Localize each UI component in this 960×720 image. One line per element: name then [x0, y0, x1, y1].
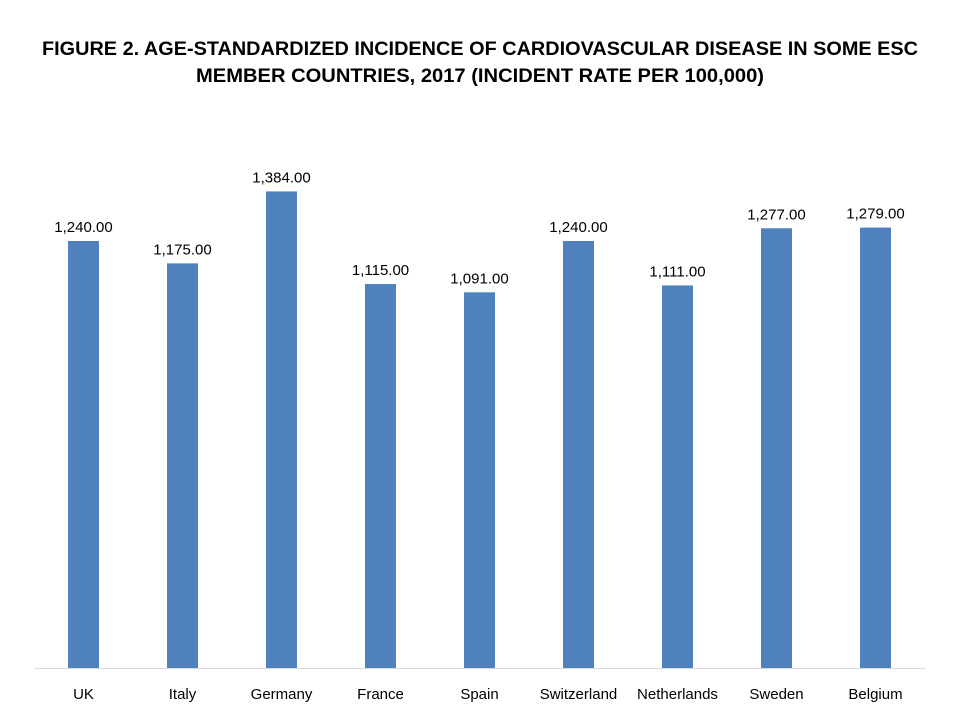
x-tick-label-switzerland: Switzerland — [540, 686, 618, 703]
data-label-belgium: 1,279.00 — [846, 206, 904, 223]
data-label-spain: 1,091.00 — [450, 270, 508, 287]
data-label-uk: 1,240.00 — [54, 219, 112, 236]
data-label-germany: 1,384.00 — [252, 169, 310, 186]
x-tick-label-belgium: Belgium — [848, 686, 902, 703]
bar-spain — [464, 292, 495, 668]
x-tick-label-france: France — [357, 686, 404, 703]
data-label-france: 1,115.00 — [352, 262, 409, 279]
x-tick-label-spain: Spain — [460, 686, 498, 703]
x-tick-label-uk: UK — [73, 686, 94, 703]
bar-italy — [167, 263, 198, 668]
bar-netherlands — [662, 285, 693, 668]
bar-france — [365, 284, 396, 668]
bar-belgium — [860, 227, 891, 668]
chart-title-line-2: MEMBER COUNTRIES, 2017 (INCIDENT RATE PE… — [196, 66, 764, 87]
x-tick-label-italy: Italy — [169, 686, 197, 703]
data-label-netherlands: 1,111.00 — [649, 263, 705, 280]
bar-sweden — [761, 228, 792, 669]
bar-switzerland — [563, 241, 594, 668]
bar-germany — [266, 191, 297, 668]
x-tick-label-germany: Germany — [251, 686, 313, 703]
data-label-italy: 1,175.00 — [153, 241, 211, 258]
bar-uk — [68, 241, 99, 668]
x-tick-label-sweden: Sweden — [749, 686, 803, 703]
chart-title-line-1: FIGURE 2. AGE-STANDARDIZED INCIDENCE OF … — [42, 39, 918, 60]
data-label-sweden: 1,277.00 — [747, 206, 805, 223]
data-label-switzerland: 1,240.00 — [549, 219, 607, 236]
x-tick-label-netherlands: Netherlands — [637, 686, 718, 703]
